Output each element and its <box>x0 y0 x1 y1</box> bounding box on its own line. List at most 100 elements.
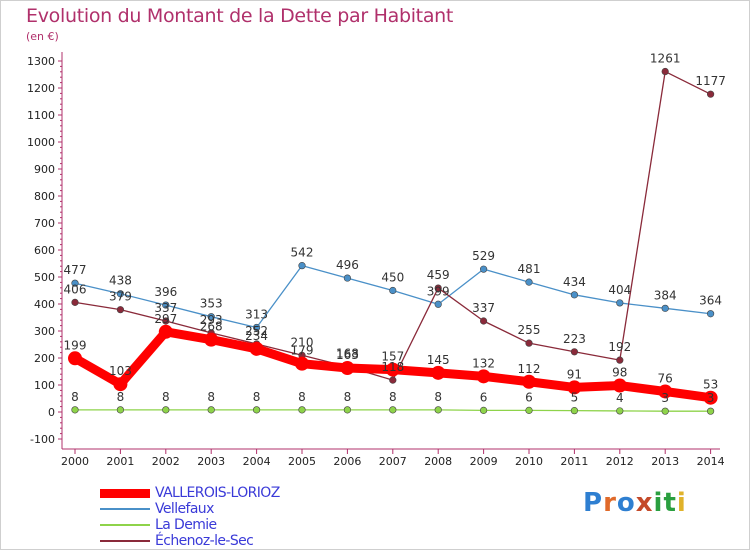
data-point <box>522 374 536 389</box>
data-label: 234 <box>245 329 268 343</box>
data-point <box>525 406 533 414</box>
y-tick-label: 0 <box>48 406 55 419</box>
data-label: 496 <box>336 258 359 272</box>
data-label: 199 <box>64 338 87 352</box>
y-tick-label: 500 <box>34 271 55 284</box>
data-point <box>204 332 219 347</box>
data-label: 8 <box>162 390 170 404</box>
data-point <box>431 365 446 380</box>
data-point <box>249 341 264 356</box>
data-label: 8 <box>117 390 125 404</box>
y-tick-label: 300 <box>34 325 55 338</box>
data-point <box>616 407 624 415</box>
data-label: 404 <box>608 283 631 297</box>
data-point <box>706 90 715 98</box>
legend-swatch <box>100 524 150 526</box>
data-label: 76 <box>658 371 673 385</box>
y-tick-label: 1000 <box>27 136 55 149</box>
data-label: 8 <box>344 390 352 404</box>
y-tick-label: 800 <box>34 190 55 203</box>
data-point <box>343 274 352 282</box>
logo-letter: o <box>616 488 636 518</box>
data-label: 163 <box>336 348 359 362</box>
data-point <box>116 406 124 414</box>
x-tick-label: 2011 <box>560 455 588 468</box>
x-tick-label: 2004 <box>243 455 271 468</box>
data-point <box>480 317 488 325</box>
data-label: 5 <box>571 391 579 405</box>
data-label: 313 <box>245 307 268 321</box>
logo-letter: x <box>635 488 654 518</box>
y-tick-label: 1100 <box>27 109 55 122</box>
data-point <box>68 351 82 366</box>
data-point <box>340 360 355 375</box>
legend-swatch <box>100 488 150 498</box>
data-label: 384 <box>654 288 677 302</box>
chart-title: Evolution du Montant de la Dette par Hab… <box>26 5 454 27</box>
data-point <box>706 310 715 318</box>
data-label: 252 <box>245 324 268 338</box>
x-tick-label: 2008 <box>424 455 452 468</box>
legend-swatch <box>100 508 150 510</box>
x-tick-label: 2001 <box>106 455 134 468</box>
logo-letter: P <box>583 488 604 518</box>
y-tick-label: -100 <box>30 433 55 446</box>
data-label: 8 <box>434 390 442 404</box>
legend-label: La Demie <box>155 517 217 533</box>
y-tick-label: 200 <box>34 352 55 365</box>
data-label: 542 <box>291 246 314 260</box>
data-point <box>71 406 79 414</box>
data-label: 91 <box>567 367 582 381</box>
data-label: 379 <box>109 290 132 304</box>
legend-item: Échenoz-le-Sec <box>100 533 280 549</box>
legend-item: Vellefaux <box>100 501 280 517</box>
series-3 <box>71 406 715 415</box>
data-label: 210 <box>291 335 314 349</box>
data-point <box>162 317 170 325</box>
data-point <box>476 369 491 384</box>
data-point <box>706 407 715 415</box>
data-label: 396 <box>154 285 177 299</box>
data-point <box>434 300 442 308</box>
x-tick-label: 2007 <box>379 455 407 468</box>
y-tick-label: 400 <box>34 298 55 311</box>
data-point <box>253 406 261 414</box>
y-tick-label: 1200 <box>27 82 55 95</box>
x-tick-label: 2010 <box>515 455 543 468</box>
data-point <box>570 291 579 299</box>
data-label: 255 <box>518 323 541 337</box>
proxiti-logo: Proxiti <box>583 488 687 518</box>
x-tick-label: 2000 <box>61 455 89 468</box>
data-label: 337 <box>154 301 177 315</box>
legend-label: Vellefaux <box>155 501 214 517</box>
data-label: 293 <box>200 313 223 327</box>
data-point <box>113 377 128 392</box>
series-1 <box>68 324 718 405</box>
data-label: 168 <box>336 347 359 361</box>
data-point <box>658 384 673 399</box>
legend-swatch <box>100 540 150 542</box>
data-point <box>567 380 582 395</box>
data-label: 434 <box>563 275 586 289</box>
data-label: 337 <box>472 301 495 315</box>
data-label: 145 <box>427 353 450 367</box>
data-label: 481 <box>518 262 541 276</box>
data-label: 8 <box>298 390 306 404</box>
data-point <box>570 348 579 356</box>
data-point <box>480 265 488 273</box>
data-point <box>116 306 124 314</box>
data-point <box>434 284 442 292</box>
logo-letter: t <box>663 488 677 518</box>
legend: VALLEROIS-LORIOZ Vellefaux La Demie Échenoz… <box>100 485 280 549</box>
data-label: 8 <box>207 390 215 404</box>
data-point <box>162 406 170 414</box>
x-tick-label: 2012 <box>606 455 634 468</box>
data-point <box>612 378 627 393</box>
x-tick-label: 2013 <box>651 455 679 468</box>
data-point <box>661 304 669 312</box>
data-label: 406 <box>64 282 87 296</box>
data-label: 450 <box>381 271 404 285</box>
data-label: 1261 <box>650 52 681 66</box>
data-point <box>71 279 79 287</box>
